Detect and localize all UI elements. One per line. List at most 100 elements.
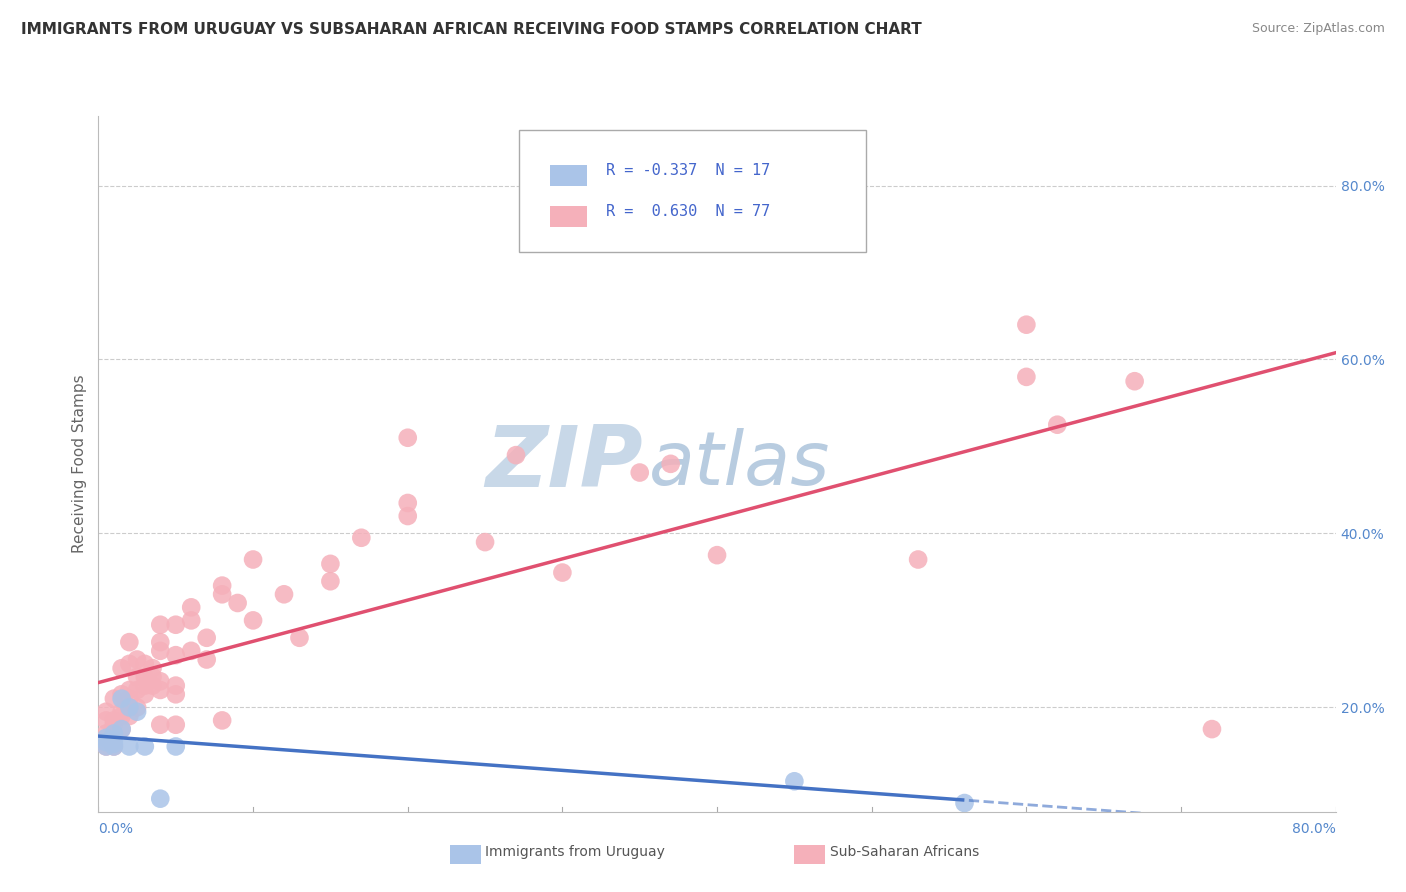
- Point: [1123, 374, 1146, 388]
- Point: [111, 705, 134, 719]
- FancyBboxPatch shape: [550, 165, 588, 186]
- Point: [96, 726, 118, 740]
- Point: [242, 614, 264, 628]
- Point: [226, 596, 249, 610]
- Point: [142, 679, 165, 693]
- Point: [118, 709, 141, 723]
- Point: [474, 535, 496, 549]
- Point: [127, 700, 149, 714]
- Point: [1046, 417, 1069, 432]
- Point: [118, 657, 141, 671]
- Point: [134, 679, 156, 693]
- Point: [211, 578, 233, 592]
- Point: [1201, 722, 1223, 736]
- Point: [111, 709, 134, 723]
- Point: [195, 631, 218, 645]
- Point: [149, 791, 172, 805]
- Point: [149, 644, 172, 658]
- Text: ZIP: ZIP: [485, 422, 643, 506]
- Point: [127, 705, 149, 719]
- Point: [149, 717, 172, 731]
- Point: [96, 731, 118, 745]
- Point: [103, 739, 125, 754]
- Point: [149, 617, 172, 632]
- FancyBboxPatch shape: [519, 130, 866, 252]
- Point: [142, 661, 165, 675]
- Point: [1015, 369, 1038, 384]
- Point: [396, 431, 419, 445]
- Point: [288, 631, 311, 645]
- Point: [142, 670, 165, 684]
- Point: [96, 714, 118, 728]
- Point: [111, 722, 134, 736]
- Y-axis label: Receiving Food Stamps: Receiving Food Stamps: [72, 375, 87, 553]
- Point: [103, 726, 125, 740]
- Point: [165, 617, 187, 632]
- Point: [111, 691, 134, 706]
- Point: [118, 739, 141, 754]
- Point: [134, 657, 156, 671]
- Point: [103, 739, 125, 754]
- Point: [118, 683, 141, 698]
- Text: Source: ZipAtlas.com: Source: ZipAtlas.com: [1251, 22, 1385, 36]
- Point: [953, 796, 976, 810]
- Text: Sub-Saharan Africans: Sub-Saharan Africans: [830, 845, 979, 859]
- Point: [165, 717, 187, 731]
- Point: [659, 457, 682, 471]
- Text: Immigrants from Uruguay: Immigrants from Uruguay: [485, 845, 665, 859]
- Point: [149, 683, 172, 698]
- Point: [319, 574, 342, 589]
- Text: R = -0.337  N = 17: R = -0.337 N = 17: [606, 162, 770, 178]
- Point: [180, 614, 202, 628]
- Point: [103, 714, 125, 728]
- Point: [505, 448, 527, 462]
- Point: [319, 557, 342, 571]
- Point: [103, 717, 125, 731]
- Point: [211, 587, 233, 601]
- Point: [111, 661, 134, 675]
- Point: [103, 737, 125, 751]
- Point: [706, 548, 728, 562]
- Point: [127, 652, 149, 666]
- Point: [396, 508, 419, 523]
- Point: [165, 687, 187, 701]
- Point: [134, 739, 156, 754]
- Point: [111, 687, 134, 701]
- Point: [211, 714, 233, 728]
- Point: [127, 670, 149, 684]
- Point: [783, 774, 806, 789]
- Point: [96, 739, 118, 754]
- Point: [127, 683, 149, 698]
- Point: [242, 552, 264, 566]
- Point: [907, 552, 929, 566]
- Point: [195, 652, 218, 666]
- Point: [118, 635, 141, 649]
- Text: R =  0.630  N = 77: R = 0.630 N = 77: [606, 204, 770, 219]
- Point: [118, 700, 141, 714]
- Point: [96, 739, 118, 754]
- Text: 80.0%: 80.0%: [1292, 822, 1336, 836]
- Point: [165, 648, 187, 662]
- Point: [111, 722, 134, 736]
- Point: [551, 566, 574, 580]
- Point: [165, 739, 187, 754]
- Text: 0.0%: 0.0%: [98, 822, 134, 836]
- Point: [118, 700, 141, 714]
- Point: [165, 679, 187, 693]
- Point: [149, 635, 172, 649]
- Point: [628, 466, 651, 480]
- Point: [180, 644, 202, 658]
- Point: [273, 587, 295, 601]
- Point: [134, 687, 156, 701]
- Point: [103, 726, 125, 740]
- Point: [96, 735, 118, 749]
- Point: [396, 496, 419, 510]
- Point: [149, 674, 172, 689]
- Point: [103, 733, 125, 747]
- Point: [103, 691, 125, 706]
- Point: [118, 691, 141, 706]
- Text: IMMIGRANTS FROM URUGUAY VS SUBSAHARAN AFRICAN RECEIVING FOOD STAMPS CORRELATION : IMMIGRANTS FROM URUGUAY VS SUBSAHARAN AF…: [21, 22, 922, 37]
- Point: [1015, 318, 1038, 332]
- FancyBboxPatch shape: [550, 206, 588, 227]
- Point: [180, 600, 202, 615]
